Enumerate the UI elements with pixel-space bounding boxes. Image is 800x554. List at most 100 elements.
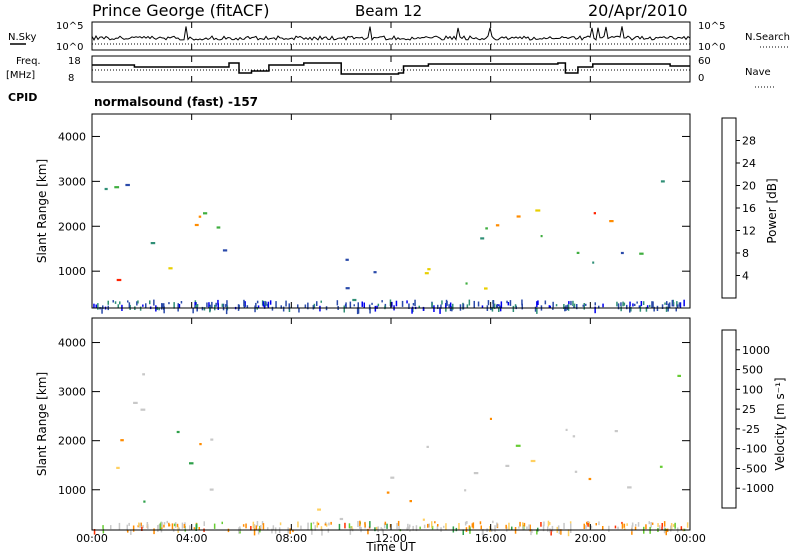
echo-cell	[668, 305, 671, 309]
echo-cell	[390, 476, 395, 479]
echo-cell	[570, 300, 572, 306]
echo-cell	[409, 500, 412, 503]
echo-cell	[515, 444, 521, 447]
x-tick-label: 04:00	[176, 532, 208, 545]
nave-label: Nave	[745, 67, 771, 78]
echo-cell	[563, 522, 565, 529]
echo-cell	[396, 523, 398, 530]
echo-cell	[139, 523, 141, 529]
echo-cell	[243, 299, 245, 307]
echo-cell	[195, 305, 197, 308]
echo-cell	[587, 521, 589, 527]
echo-cell	[487, 300, 490, 306]
colorbar-tick-label: 28	[742, 135, 756, 148]
echo-cell	[263, 305, 266, 308]
velocity-panel-frame	[91, 317, 691, 531]
echo-cell	[409, 524, 411, 528]
echo-cell	[359, 526, 361, 529]
echo-cell	[617, 303, 620, 310]
echo-cell	[431, 521, 433, 528]
echo-cell	[262, 301, 265, 307]
echo-cell	[664, 302, 666, 305]
echo-cell	[320, 300, 322, 303]
echo-cell	[174, 522, 177, 528]
echo-cell	[479, 521, 482, 525]
echo-cell	[634, 526, 637, 530]
echo-cell	[163, 524, 165, 528]
time-axis: 00:00 04:00 08:00 12:00 16:00 20:00 00:00	[76, 22, 706, 545]
echo-cell	[289, 528, 291, 534]
echo-cell	[481, 305, 484, 309]
echo-cell	[211, 301, 213, 308]
echo-cell	[567, 529, 570, 537]
echo-cell	[266, 303, 269, 307]
echo-cell	[519, 521, 521, 527]
echo-cell	[132, 525, 135, 532]
echo-cell	[153, 299, 155, 306]
echo-cell	[498, 307, 500, 312]
echo-cell	[592, 261, 595, 264]
echo-cell	[297, 521, 299, 528]
colorbar-tick-label: -500	[742, 462, 767, 475]
echo-cell	[357, 302, 359, 310]
echo-cell	[345, 287, 350, 290]
echo-cell	[140, 408, 146, 411]
echo-cell	[369, 521, 371, 528]
echo-cell	[168, 524, 171, 527]
echo-cell	[650, 522, 652, 528]
echo-cell	[639, 252, 644, 255]
echo-cell	[412, 307, 414, 313]
echo-cell	[661, 526, 663, 530]
echo-cell	[518, 526, 520, 529]
echo-cell	[674, 522, 676, 529]
echo-cell	[253, 524, 256, 529]
echo-cell	[666, 301, 668, 306]
echo-cell	[150, 242, 156, 245]
echo-cell	[490, 307, 492, 311]
echo-cell	[364, 522, 366, 525]
echo-cell	[384, 521, 387, 525]
echo-cell	[226, 300, 228, 307]
echo-cell	[195, 302, 197, 307]
echo-cell	[102, 525, 104, 529]
echo-cell	[272, 525, 275, 530]
echo-cell	[585, 525, 587, 528]
echo-cell	[585, 303, 587, 306]
echo-cell	[307, 522, 309, 530]
echo-cell	[262, 523, 265, 530]
echo-cell	[595, 523, 597, 526]
echo-cell	[222, 249, 228, 252]
echo-cell	[573, 303, 576, 308]
echo-cell	[558, 529, 561, 535]
power-colorbar-label: Power [dB]	[765, 178, 779, 243]
colorbar-tick-label: -1000	[742, 482, 774, 495]
echo-cell	[506, 526, 508, 532]
echo-cell	[472, 522, 475, 529]
echo-cell	[629, 301, 631, 307]
echo-cell	[491, 306, 494, 312]
echo-cell	[462, 303, 465, 310]
echo-cell	[316, 521, 318, 528]
echo-cell	[433, 305, 435, 312]
echo-cell	[426, 445, 429, 448]
y-tick-label: 2000	[58, 435, 86, 448]
echo-cell	[572, 300, 574, 306]
echo-cell	[330, 521, 332, 525]
echo-cell	[572, 435, 576, 438]
echo-cell	[623, 523, 626, 528]
station-title: Prince George (fitACF)	[92, 1, 270, 20]
colorbar-frame	[721, 329, 737, 509]
echo-cell	[680, 526, 683, 530]
echo-cell	[566, 304, 569, 310]
echo-cell	[415, 525, 418, 532]
echo-cell	[374, 305, 377, 312]
power-colorbar: 28 24 20 16 12 8 4	[721, 117, 756, 299]
echo-cell	[667, 303, 670, 308]
echo-cell	[661, 523, 663, 527]
echo-cell	[127, 300, 129, 303]
echo-cell	[311, 528, 313, 535]
y-tick-label: 2000	[58, 220, 86, 233]
echo-cell	[357, 307, 360, 314]
echo-cell	[480, 237, 485, 240]
